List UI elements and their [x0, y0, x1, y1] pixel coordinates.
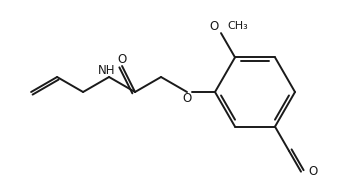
Text: O: O	[183, 92, 192, 106]
Text: NH: NH	[98, 64, 116, 76]
Text: O: O	[118, 53, 127, 66]
Text: O: O	[210, 20, 219, 33]
Text: CH₃: CH₃	[227, 21, 248, 31]
Text: O: O	[308, 165, 317, 178]
